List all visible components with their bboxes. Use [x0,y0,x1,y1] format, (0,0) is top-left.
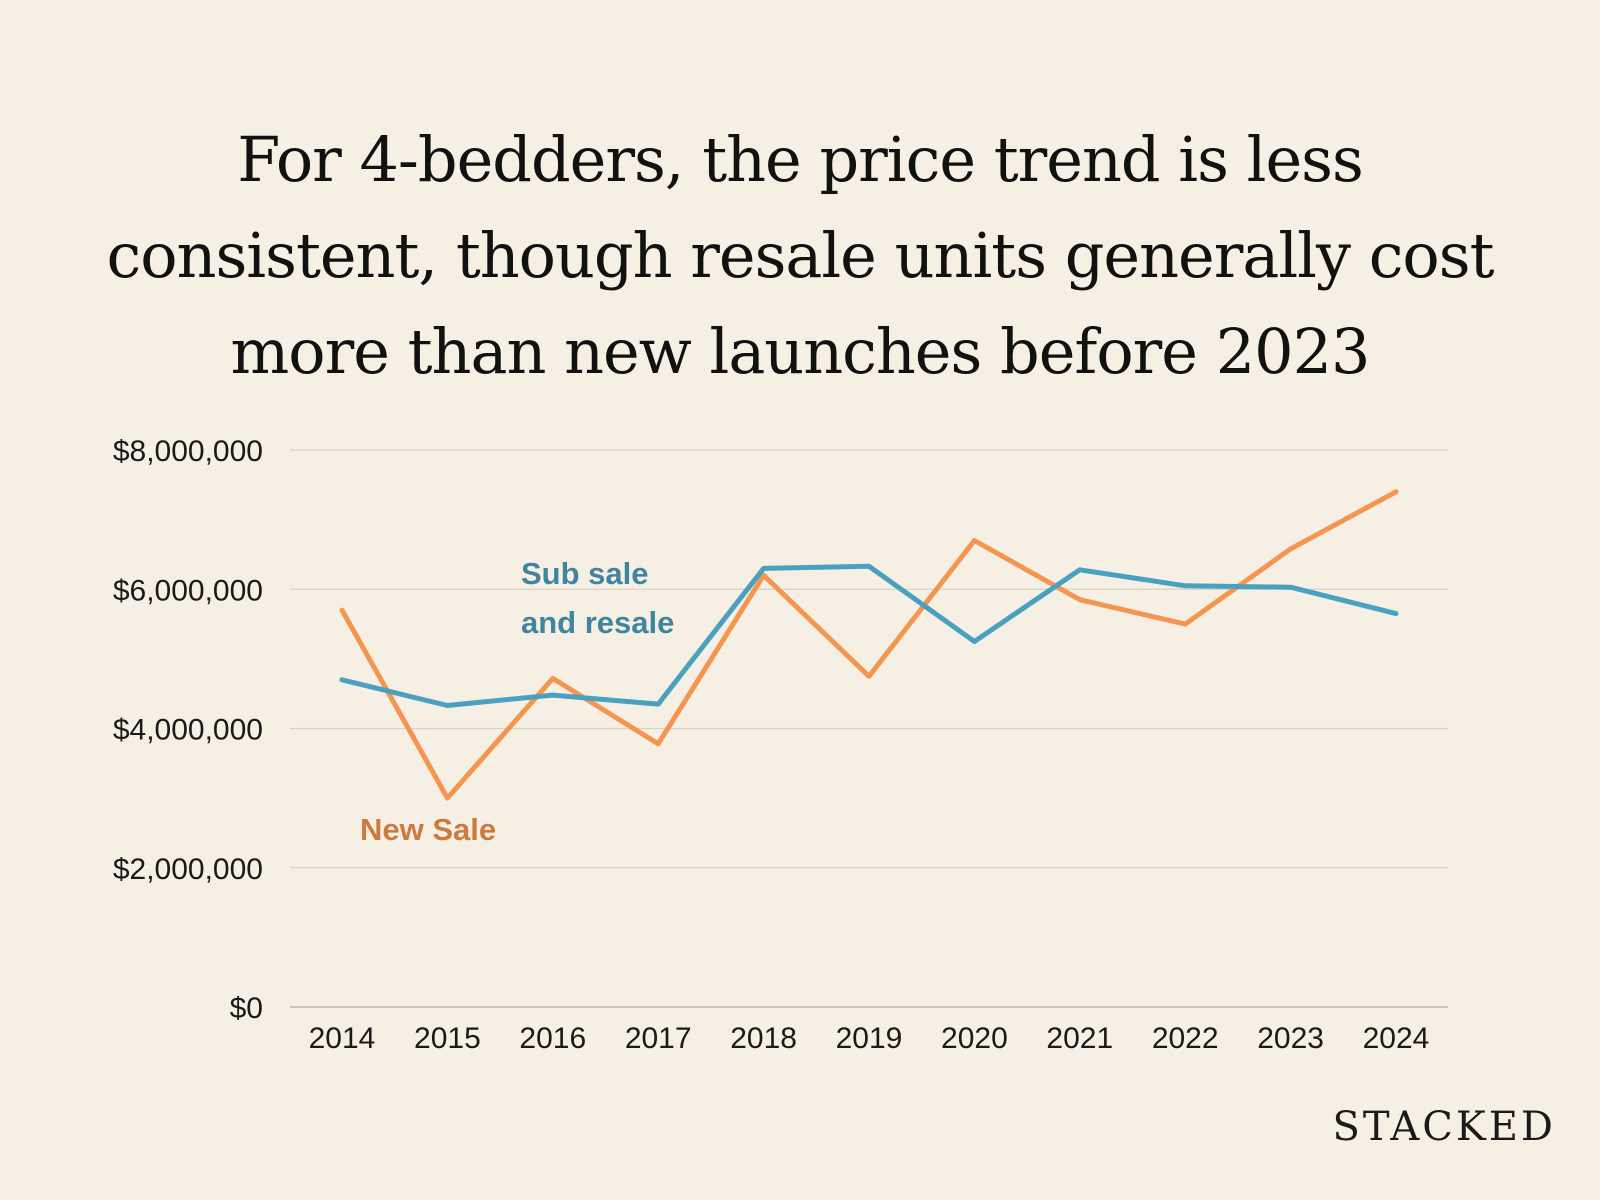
y-tick-label: $6,000,000 [113,574,263,607]
title-line-1: For 4-bedders, the price trend is less [237,123,1364,196]
x-tick-label: 2014 [309,1022,376,1055]
x-axis-ticks: 2014 2015 2016 2017 2018 2019 2020 2021 2022 2023… [309,1022,1430,1055]
series-labels: New Sale Sub sale and resale [360,556,674,847]
chart-title: For 4-bedders, the price trend is less c… [0,112,1600,400]
series-lines [339,489,1399,801]
x-tick-label: 2023 [1257,1022,1324,1055]
x-tick-label: 2019 [836,1022,903,1055]
x-tick-label: 2018 [730,1022,797,1055]
brand-logo: STACKED [1332,1104,1556,1150]
series-label: New Sale [360,812,496,847]
gridlines [290,449,1448,1008]
series-line-new-sale [339,489,1399,801]
title-line-2: consistent, though resale units generall… [106,219,1495,292]
y-axis-ticks: $0 $2,000,000 $4,000,000 $6,000,000 $8,000,0… [113,435,263,1025]
y-tick-label: $8,000,000 [113,435,263,468]
y-tick-label: $0 [230,992,263,1025]
x-tick-label: 2024 [1363,1022,1430,1055]
series-label: Sub sale [521,556,649,591]
title-line-3: more than new launches before 2023 [230,315,1370,388]
series-line-sub-sale-resale [339,563,1399,708]
x-tick-label: 2021 [1046,1022,1113,1055]
x-tick-label: 2022 [1152,1022,1219,1055]
y-tick-label: $2,000,000 [113,853,263,886]
y-tick-label: $4,000,000 [113,714,263,747]
x-tick-label: 2020 [941,1022,1008,1055]
x-tick-label: 2016 [519,1022,586,1055]
series-label: and resale [521,605,674,640]
x-tick-label: 2017 [625,1022,692,1055]
x-tick-label: 2015 [414,1022,481,1055]
